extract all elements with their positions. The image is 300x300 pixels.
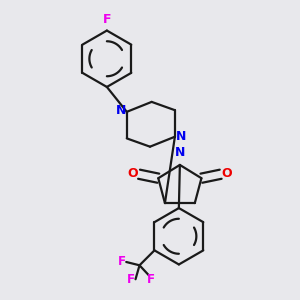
- Text: O: O: [221, 167, 232, 180]
- Text: O: O: [128, 167, 138, 180]
- Text: F: F: [103, 13, 111, 26]
- Text: N: N: [175, 146, 185, 159]
- Text: F: F: [118, 255, 126, 268]
- Text: F: F: [127, 273, 135, 286]
- Text: N: N: [176, 130, 187, 143]
- Text: N: N: [116, 104, 126, 117]
- Text: F: F: [147, 273, 155, 286]
